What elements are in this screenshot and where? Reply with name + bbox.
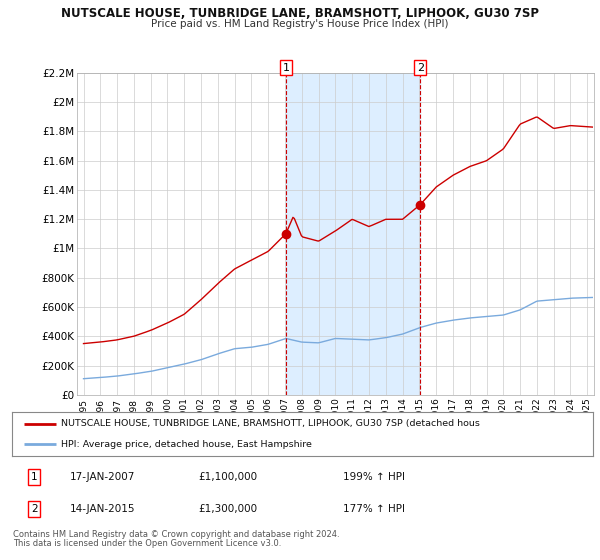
Text: NUTSCALE HOUSE, TUNBRIDGE LANE, BRAMSHOTT, LIPHOOK, GU30 7SP (detached hous: NUTSCALE HOUSE, TUNBRIDGE LANE, BRAMSHOT… bbox=[61, 419, 480, 428]
Text: Contains HM Land Registry data © Crown copyright and database right 2024.: Contains HM Land Registry data © Crown c… bbox=[13, 530, 340, 539]
Text: £1,300,000: £1,300,000 bbox=[198, 503, 257, 514]
Text: 199% ↑ HPI: 199% ↑ HPI bbox=[343, 472, 405, 482]
Text: Price paid vs. HM Land Registry's House Price Index (HPI): Price paid vs. HM Land Registry's House … bbox=[151, 19, 449, 29]
Text: HPI: Average price, detached house, East Hampshire: HPI: Average price, detached house, East… bbox=[61, 440, 312, 449]
Text: 1: 1 bbox=[283, 63, 289, 73]
Text: 177% ↑ HPI: 177% ↑ HPI bbox=[343, 503, 405, 514]
Text: 2: 2 bbox=[31, 503, 37, 514]
Text: 2: 2 bbox=[416, 63, 424, 73]
Text: £1,100,000: £1,100,000 bbox=[198, 472, 257, 482]
Text: 17-JAN-2007: 17-JAN-2007 bbox=[70, 472, 136, 482]
Text: NUTSCALE HOUSE, TUNBRIDGE LANE, BRAMSHOTT, LIPHOOK, GU30 7SP: NUTSCALE HOUSE, TUNBRIDGE LANE, BRAMSHOT… bbox=[61, 7, 539, 20]
Bar bbox=[286, 73, 420, 395]
Text: This data is licensed under the Open Government Licence v3.0.: This data is licensed under the Open Gov… bbox=[13, 539, 281, 548]
Text: 1: 1 bbox=[31, 472, 37, 482]
Text: 14-JAN-2015: 14-JAN-2015 bbox=[70, 503, 136, 514]
